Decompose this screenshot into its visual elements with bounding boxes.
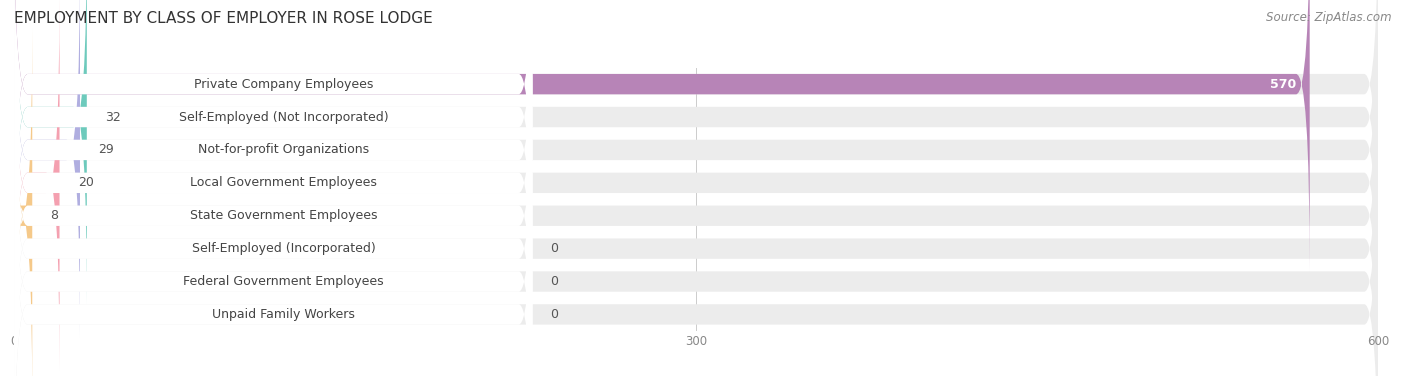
Text: 0: 0 [551,275,558,288]
FancyBboxPatch shape [14,0,533,337]
FancyBboxPatch shape [14,127,1378,376]
FancyBboxPatch shape [14,61,533,376]
FancyBboxPatch shape [14,0,533,370]
Text: Self-Employed (Incorporated): Self-Employed (Incorporated) [191,242,375,255]
FancyBboxPatch shape [14,0,87,304]
Text: Source: ZipAtlas.com: Source: ZipAtlas.com [1267,11,1392,24]
FancyBboxPatch shape [14,0,1309,271]
Text: 20: 20 [77,176,94,190]
FancyBboxPatch shape [14,0,80,337]
Text: 29: 29 [98,143,114,156]
Text: 32: 32 [105,111,121,124]
FancyBboxPatch shape [14,94,1378,376]
Text: 0: 0 [551,308,558,321]
Text: Local Government Employees: Local Government Employees [190,176,377,190]
FancyBboxPatch shape [14,0,533,304]
FancyBboxPatch shape [14,0,1378,370]
FancyBboxPatch shape [14,61,1378,376]
Text: State Government Employees: State Government Employees [190,209,377,222]
Text: 8: 8 [51,209,59,222]
FancyBboxPatch shape [14,0,533,271]
FancyBboxPatch shape [14,127,533,376]
Text: EMPLOYMENT BY CLASS OF EMPLOYER IN ROSE LODGE: EMPLOYMENT BY CLASS OF EMPLOYER IN ROSE … [14,11,433,26]
Text: Federal Government Employees: Federal Government Employees [183,275,384,288]
FancyBboxPatch shape [14,94,533,376]
FancyBboxPatch shape [14,0,59,370]
Text: Unpaid Family Workers: Unpaid Family Workers [212,308,354,321]
Text: Private Company Employees: Private Company Employees [194,77,373,91]
FancyBboxPatch shape [14,0,1378,304]
FancyBboxPatch shape [14,0,1378,337]
Text: Self-Employed (Not Incorporated): Self-Employed (Not Incorporated) [179,111,388,124]
Text: 0: 0 [551,242,558,255]
FancyBboxPatch shape [14,29,1378,376]
Text: Not-for-profit Organizations: Not-for-profit Organizations [198,143,370,156]
FancyBboxPatch shape [14,29,32,376]
FancyBboxPatch shape [14,29,533,376]
FancyBboxPatch shape [14,0,1378,271]
Text: 570: 570 [1270,77,1296,91]
